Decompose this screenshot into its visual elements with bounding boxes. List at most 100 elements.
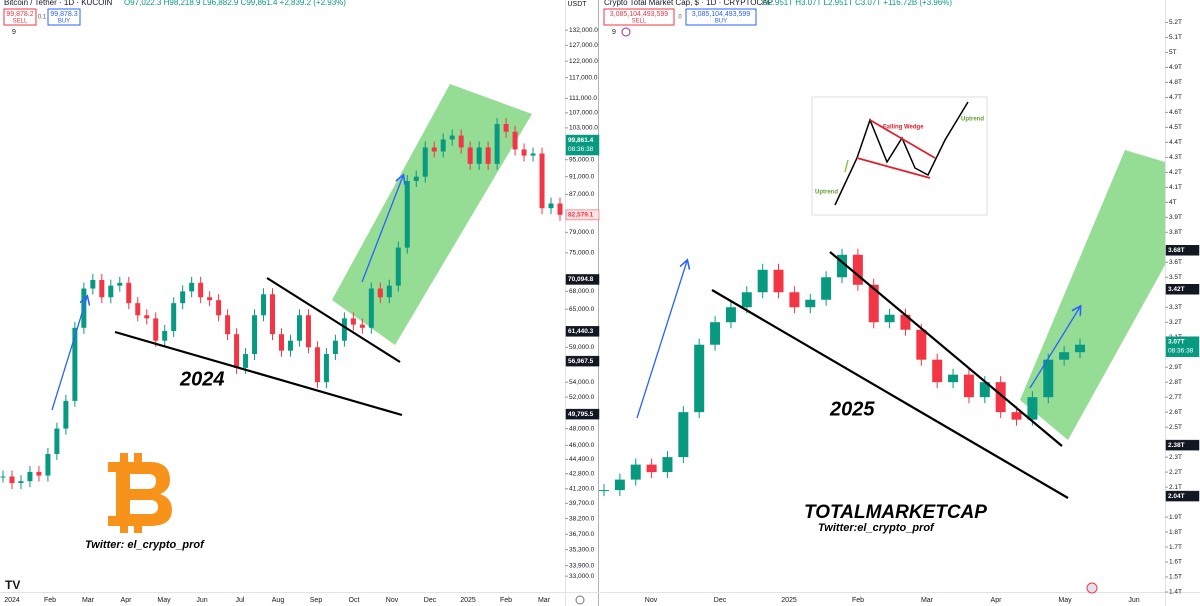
candle: [377, 288, 383, 298]
channel: [1020, 150, 1165, 440]
price-tag-label: 3.68T: [1168, 247, 1185, 254]
candle: [314, 347, 320, 383]
candle: [503, 124, 509, 132]
candle: [36, 471, 42, 476]
y-tick-label: 1.9T: [1169, 514, 1182, 521]
candle: [884, 314, 895, 323]
y-tick-label: 46,000.0: [569, 442, 595, 449]
y-tick-label: 1.7T: [1169, 544, 1182, 551]
trendlines: [114, 251, 1069, 499]
y-tick-label: 2.1T: [1169, 484, 1182, 491]
buy-price: 99,878.3: [50, 11, 77, 18]
price-tag: [565, 326, 600, 337]
candle: [646, 464, 657, 473]
y-tick-label: 65,000.0: [569, 306, 595, 313]
y-tick-label: 52,000.0: [569, 394, 595, 401]
bitcoin-logo: [108, 453, 172, 533]
candle: [63, 400, 69, 429]
y-tick-label: 4.1T: [1169, 184, 1182, 191]
y-tick-label: 95,000.0: [569, 156, 595, 163]
buy-button[interactable]: [685, 8, 757, 26]
candle: [261, 294, 267, 316]
candle: [287, 340, 293, 351]
candle: [225, 315, 231, 335]
y-tick-label: 33,000.0: [569, 573, 595, 580]
candle: [440, 139, 446, 152]
x-tick-label: Feb: [44, 597, 56, 604]
y-tick-label: 4.9T: [1169, 64, 1182, 71]
y-tick-label: 111,000.0: [569, 95, 597, 102]
x-tick-label: Mar: [538, 597, 551, 604]
spread: 0: [678, 15, 682, 21]
x-tick-label: 2025: [781, 597, 797, 604]
inset-label: Uptrend: [961, 117, 984, 123]
candle: [449, 135, 455, 140]
indicator-icon[interactable]: [621, 27, 631, 37]
candle: [305, 315, 311, 348]
y-tick-label: 68,000.0: [569, 288, 595, 295]
watermark: Twitter: el_crypto_prof: [85, 539, 205, 551]
y-tick-label: 107,000.0: [569, 110, 598, 117]
x-tick-label: Dec: [424, 597, 437, 604]
candle: [630, 464, 641, 480]
candle: [467, 147, 473, 164]
price-tag-label: 99,861.4: [568, 137, 594, 144]
y-tick-label: 2.3T: [1169, 454, 1182, 461]
sell-label: SELL: [13, 19, 28, 25]
sell-button[interactable]: [603, 8, 675, 26]
buy-price: 3,085,104,493,599: [692, 11, 750, 18]
x-tick-label: May: [157, 597, 171, 604]
candle: [386, 285, 392, 298]
candle: [678, 412, 689, 458]
candle: [548, 203, 554, 209]
y-tick-label: 41,200.0: [569, 485, 595, 492]
y-tick-label: 4.5T: [1169, 124, 1182, 131]
spread: 0.1: [38, 15, 47, 21]
y-tick-label: 2.2T: [1169, 469, 1182, 476]
sell-button[interactable]: [3, 8, 37, 26]
price-tag-label: 61,440.3: [568, 328, 594, 335]
price-tag-label: 70,094.8: [568, 276, 594, 283]
candle: [539, 153, 545, 209]
y-tick-label: 3.3T: [1169, 304, 1182, 311]
candle: [359, 324, 365, 328]
price-tag: [1165, 245, 1200, 256]
candle: [279, 334, 284, 351]
channel: [332, 84, 532, 345]
candle: [243, 354, 249, 368]
candle: [1075, 344, 1085, 353]
candle: [868, 284, 879, 323]
indicator-count: 9: [612, 29, 616, 36]
candle: [741, 292, 752, 308]
y-tick-label: 39,700.0: [569, 500, 595, 507]
y-tick-label: 42,800.0: [569, 470, 595, 477]
x-tick-label: Nov: [645, 597, 658, 604]
inset-label: Uptrend: [815, 190, 838, 196]
watermark-title: TOTALMARKETCAP: [804, 502, 987, 523]
candle: [431, 147, 437, 152]
candle: [530, 153, 536, 156]
x-tick-label: Mar: [82, 597, 95, 604]
inset-title: Falling Wedge: [883, 125, 924, 131]
candle: [821, 277, 832, 300]
candle: [916, 329, 927, 360]
arrow: [51, 297, 87, 411]
price-tag-time: 08:36:38: [1168, 347, 1194, 354]
candle: [422, 147, 428, 177]
settings-icon[interactable]: [575, 595, 585, 605]
y-tick-label: 2.5T: [1169, 424, 1182, 431]
y-tick-label: 4.4T: [1169, 139, 1182, 146]
buy-button[interactable]: [47, 8, 81, 26]
x-tick-label: Feb: [500, 597, 512, 604]
price-tag-label: 82,579.1: [568, 212, 594, 219]
candle: [485, 147, 491, 164]
y-tick-label: 4.3T: [1169, 154, 1182, 161]
candle: [599, 490, 609, 492]
candle: [126, 282, 132, 304]
candle: [1043, 359, 1054, 398]
x-tick-label: Apr: [991, 597, 1003, 604]
candle: [108, 285, 114, 298]
price-tag-time: 08:36:38: [568, 146, 594, 153]
